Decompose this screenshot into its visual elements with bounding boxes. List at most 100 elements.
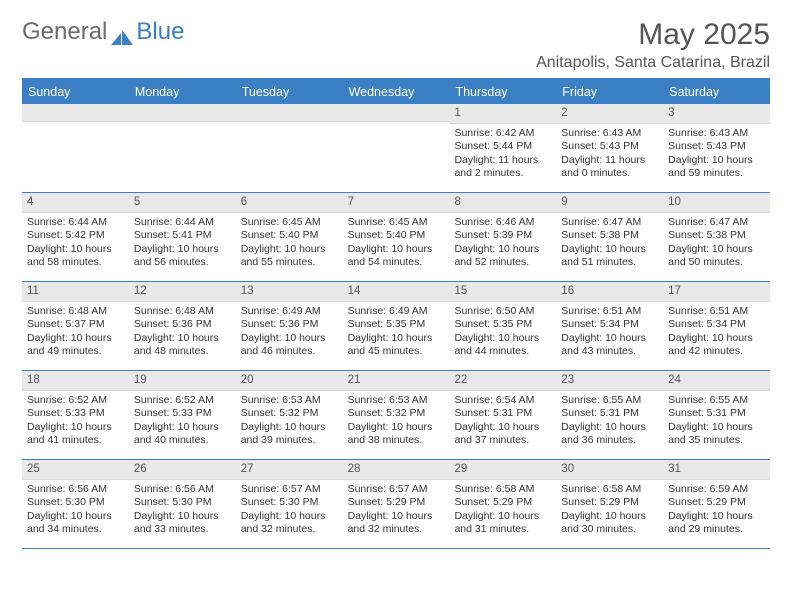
daylight-line: Daylight: 10 hours and 39 minutes.	[241, 421, 338, 448]
day-number: 22	[449, 371, 556, 391]
day-number: 28	[343, 460, 450, 480]
day-number: 15	[449, 282, 556, 302]
sunset-line: Sunset: 5:32 PM	[241, 407, 338, 420]
daylight-line: Daylight: 10 hours and 58 minutes.	[27, 243, 124, 270]
sunrise-line: Sunrise: 6:53 AM	[348, 394, 445, 407]
sunset-line: Sunset: 5:29 PM	[561, 496, 658, 509]
daylight-line: Daylight: 10 hours and 48 minutes.	[134, 332, 231, 359]
sunset-line: Sunset: 5:34 PM	[561, 318, 658, 331]
day-number: 20	[236, 371, 343, 391]
sunrise-line: Sunrise: 6:47 AM	[561, 216, 658, 229]
sunset-line: Sunset: 5:38 PM	[668, 229, 765, 242]
day-cell: 26Sunrise: 6:56 AMSunset: 5:30 PMDayligh…	[129, 460, 236, 548]
day-body: Sunrise: 6:53 AMSunset: 5:32 PMDaylight:…	[343, 391, 450, 452]
sunrise-line: Sunrise: 6:45 AM	[241, 216, 338, 229]
day-cell: 4Sunrise: 6:44 AMSunset: 5:42 PMDaylight…	[22, 193, 129, 281]
empty-day-header	[236, 104, 343, 122]
daylight-line: Daylight: 10 hours and 36 minutes.	[561, 421, 658, 448]
sunrise-line: Sunrise: 6:54 AM	[454, 394, 551, 407]
day-body: Sunrise: 6:57 AMSunset: 5:30 PMDaylight:…	[236, 480, 343, 541]
daylight-line: Daylight: 10 hours and 55 minutes.	[241, 243, 338, 270]
sunrise-line: Sunrise: 6:55 AM	[668, 394, 765, 407]
daylight-line: Daylight: 10 hours and 46 minutes.	[241, 332, 338, 359]
day-number: 16	[556, 282, 663, 302]
daylight-line: Daylight: 10 hours and 40 minutes.	[134, 421, 231, 448]
sunrise-line: Sunrise: 6:45 AM	[348, 216, 445, 229]
daylight-line: Daylight: 10 hours and 35 minutes.	[668, 421, 765, 448]
day-number: 31	[663, 460, 770, 480]
day-cell: 15Sunrise: 6:50 AMSunset: 5:35 PMDayligh…	[449, 282, 556, 370]
day-cell: 8Sunrise: 6:46 AMSunset: 5:39 PMDaylight…	[449, 193, 556, 281]
sunset-line: Sunset: 5:44 PM	[454, 140, 551, 153]
day-cell: 14Sunrise: 6:49 AMSunset: 5:35 PMDayligh…	[343, 282, 450, 370]
day-cell: 23Sunrise: 6:55 AMSunset: 5:31 PMDayligh…	[556, 371, 663, 459]
dow-cell: Monday	[129, 80, 236, 104]
day-cell: 7Sunrise: 6:45 AMSunset: 5:40 PMDaylight…	[343, 193, 450, 281]
dow-cell: Saturday	[663, 80, 770, 104]
sunset-line: Sunset: 5:42 PM	[27, 229, 124, 242]
daylight-line: Daylight: 10 hours and 54 minutes.	[348, 243, 445, 270]
day-cell	[129, 104, 236, 192]
day-cell: 11Sunrise: 6:48 AMSunset: 5:37 PMDayligh…	[22, 282, 129, 370]
sunrise-line: Sunrise: 6:43 AM	[561, 127, 658, 140]
sunset-line: Sunset: 5:43 PM	[561, 140, 658, 153]
day-body: Sunrise: 6:48 AMSunset: 5:37 PMDaylight:…	[22, 302, 129, 363]
location: Anitapolis, Santa Catarina, Brazil	[536, 54, 770, 72]
sunrise-line: Sunrise: 6:57 AM	[348, 483, 445, 496]
header: General Blue May 2025 Anitapolis, Santa …	[22, 18, 770, 72]
sunrise-line: Sunrise: 6:53 AM	[241, 394, 338, 407]
sunset-line: Sunset: 5:29 PM	[668, 496, 765, 509]
day-body: Sunrise: 6:44 AMSunset: 5:41 PMDaylight:…	[129, 213, 236, 274]
day-body: Sunrise: 6:43 AMSunset: 5:43 PMDaylight:…	[663, 124, 770, 185]
day-body: Sunrise: 6:51 AMSunset: 5:34 PMDaylight:…	[556, 302, 663, 363]
day-number: 29	[449, 460, 556, 480]
day-cell: 17Sunrise: 6:51 AMSunset: 5:34 PMDayligh…	[663, 282, 770, 370]
day-number: 30	[556, 460, 663, 480]
day-body: Sunrise: 6:52 AMSunset: 5:33 PMDaylight:…	[22, 391, 129, 452]
empty-day-header	[343, 104, 450, 122]
day-number: 10	[663, 193, 770, 213]
day-body: Sunrise: 6:49 AMSunset: 5:36 PMDaylight:…	[236, 302, 343, 363]
day-body: Sunrise: 6:48 AMSunset: 5:36 PMDaylight:…	[129, 302, 236, 363]
calendar: SundayMondayTuesdayWednesdayThursdayFrid…	[22, 78, 770, 549]
sunset-line: Sunset: 5:30 PM	[241, 496, 338, 509]
day-body: Sunrise: 6:46 AMSunset: 5:39 PMDaylight:…	[449, 213, 556, 274]
week-row: 4Sunrise: 6:44 AMSunset: 5:42 PMDaylight…	[22, 193, 770, 282]
logo: General Blue	[22, 18, 184, 46]
day-cell: 19Sunrise: 6:52 AMSunset: 5:33 PMDayligh…	[129, 371, 236, 459]
dow-cell: Tuesday	[236, 80, 343, 104]
sunset-line: Sunset: 5:37 PM	[27, 318, 124, 331]
daylight-line: Daylight: 10 hours and 32 minutes.	[241, 510, 338, 537]
sunset-line: Sunset: 5:36 PM	[241, 318, 338, 331]
day-number: 25	[22, 460, 129, 480]
day-cell: 2Sunrise: 6:43 AMSunset: 5:43 PMDaylight…	[556, 104, 663, 192]
day-cell: 18Sunrise: 6:52 AMSunset: 5:33 PMDayligh…	[22, 371, 129, 459]
daylight-line: Daylight: 10 hours and 50 minutes.	[668, 243, 765, 270]
day-body: Sunrise: 6:54 AMSunset: 5:31 PMDaylight:…	[449, 391, 556, 452]
sunset-line: Sunset: 5:33 PM	[27, 407, 124, 420]
sunrise-line: Sunrise: 6:44 AM	[134, 216, 231, 229]
daylight-line: Daylight: 10 hours and 42 minutes.	[668, 332, 765, 359]
day-cell: 16Sunrise: 6:51 AMSunset: 5:34 PMDayligh…	[556, 282, 663, 370]
sunrise-line: Sunrise: 6:49 AM	[241, 305, 338, 318]
sunset-line: Sunset: 5:31 PM	[561, 407, 658, 420]
daylight-line: Daylight: 10 hours and 41 minutes.	[27, 421, 124, 448]
sunset-line: Sunset: 5:30 PM	[134, 496, 231, 509]
daylight-line: Daylight: 10 hours and 38 minutes.	[348, 421, 445, 448]
day-number: 14	[343, 282, 450, 302]
day-cell: 5Sunrise: 6:44 AMSunset: 5:41 PMDaylight…	[129, 193, 236, 281]
daylight-line: Daylight: 10 hours and 32 minutes.	[348, 510, 445, 537]
day-body: Sunrise: 6:58 AMSunset: 5:29 PMDaylight:…	[449, 480, 556, 541]
day-cell: 6Sunrise: 6:45 AMSunset: 5:40 PMDaylight…	[236, 193, 343, 281]
logo-text-blue: Blue	[136, 18, 184, 46]
sunset-line: Sunset: 5:35 PM	[348, 318, 445, 331]
day-body: Sunrise: 6:56 AMSunset: 5:30 PMDaylight:…	[129, 480, 236, 541]
day-body: Sunrise: 6:57 AMSunset: 5:29 PMDaylight:…	[343, 480, 450, 541]
logo-sail-icon	[111, 24, 133, 40]
daylight-line: Daylight: 10 hours and 49 minutes.	[27, 332, 124, 359]
sunrise-line: Sunrise: 6:52 AM	[27, 394, 124, 407]
daylight-line: Daylight: 10 hours and 29 minutes.	[668, 510, 765, 537]
daylight-line: Daylight: 10 hours and 37 minutes.	[454, 421, 551, 448]
day-number: 3	[663, 104, 770, 124]
sunrise-line: Sunrise: 6:46 AM	[454, 216, 551, 229]
